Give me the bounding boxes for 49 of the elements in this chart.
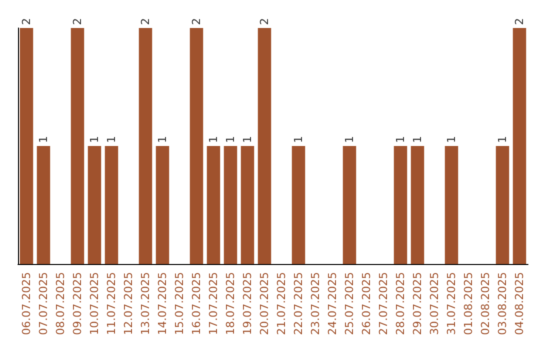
- data-label: 2: [258, 18, 271, 25]
- data-label: 2: [190, 18, 203, 25]
- x-tick-label: 19.07.2025: [241, 272, 254, 336]
- x-tick-label: 18.07.2025: [224, 272, 237, 336]
- x-tick-label: 17.07.2025: [207, 272, 220, 336]
- x-tick-label: 04.08.2025: [513, 272, 526, 336]
- x-tick-label: 15.07.2025: [173, 272, 186, 336]
- x-tick-label: 11.07.2025: [105, 272, 118, 336]
- x-tick-label: 28.07.2025: [394, 272, 407, 336]
- data-label: 1: [156, 136, 169, 144]
- x-tick-label: 29.07.2025: [411, 272, 424, 336]
- x-tick-label: 23.07.2025: [309, 272, 322, 336]
- data-label: 1: [292, 136, 305, 144]
- x-tick-label: 14.07.2025: [156, 272, 169, 336]
- data-label: 1: [411, 136, 424, 144]
- x-tick-label: 10.07.2025: [88, 272, 101, 336]
- x-tick-label: 08.07.2025: [54, 272, 67, 336]
- data-label: 1: [88, 136, 101, 144]
- data-label: 2: [513, 18, 526, 25]
- x-tick-label: 09.07.2025: [71, 272, 84, 336]
- x-tick-label: 16.07.2025: [190, 272, 203, 336]
- data-label: 1: [496, 136, 509, 144]
- x-tick-label: 06.07.2025: [20, 272, 33, 336]
- x-tick-label: 22.07.2025: [292, 272, 305, 336]
- x-tick-label: 01.08.2025: [462, 272, 475, 336]
- data-label: 2: [139, 18, 152, 25]
- x-tick-label: 31.07.2025: [445, 272, 458, 336]
- x-tick-label: 20.07.2025: [258, 272, 271, 336]
- x-tick-label: 13.07.2025: [139, 272, 152, 336]
- data-label: 1: [207, 136, 220, 144]
- x-tick-label: 27.07.2025: [377, 272, 390, 336]
- data-label: 1: [224, 136, 237, 144]
- x-tick-label: 25.07.2025: [343, 272, 356, 336]
- data-label: 1: [241, 136, 254, 144]
- x-tick-label: 03.08.2025: [496, 272, 509, 336]
- data-label: 2: [71, 18, 84, 25]
- x-tick-label: 26.07.2025: [360, 272, 373, 336]
- x-tick-label: 07.07.2025: [37, 272, 50, 336]
- data-label: 2: [20, 18, 33, 25]
- x-tick-label: 12.07.2025: [122, 272, 135, 336]
- x-tick-label: 02.08.2025: [479, 272, 492, 336]
- data-label: 1: [394, 136, 407, 144]
- x-tick-label: 30.07.2025: [428, 272, 441, 336]
- data-label: 1: [105, 136, 118, 144]
- data-label: 1: [343, 136, 356, 144]
- data-label: 1: [37, 136, 50, 144]
- data-label: 1: [445, 136, 458, 144]
- x-tick-label: 24.07.2025: [326, 272, 339, 336]
- x-tick-label: 21.07.2025: [275, 272, 288, 336]
